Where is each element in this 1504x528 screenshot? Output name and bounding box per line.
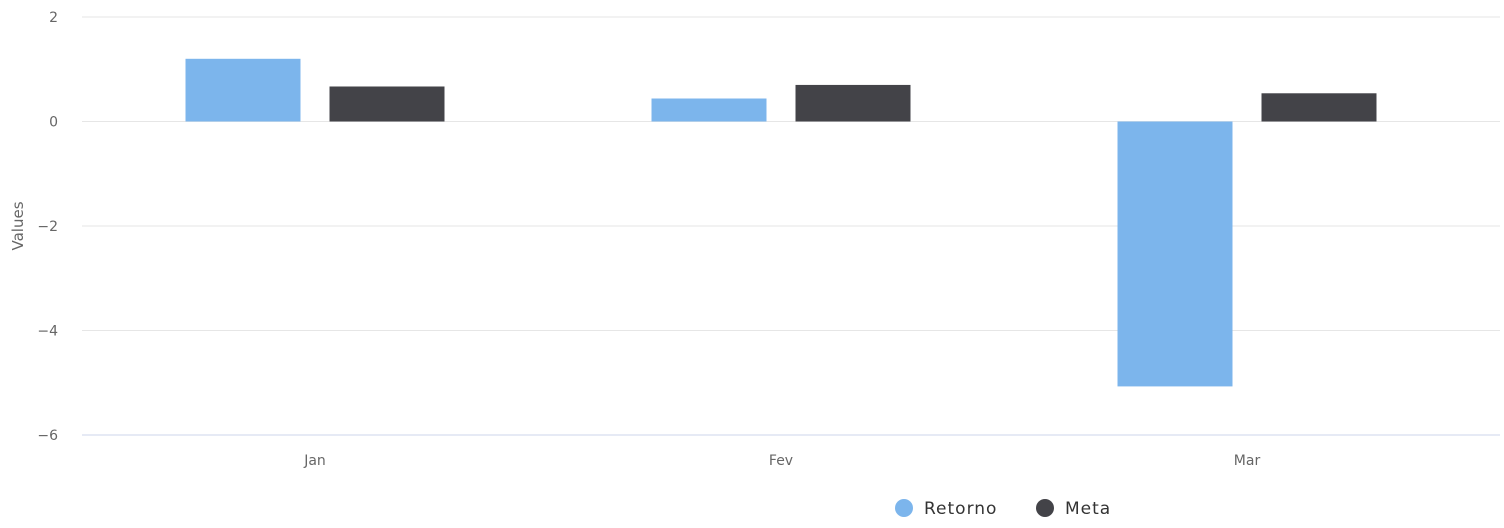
y-axis-title: Values <box>9 201 27 250</box>
bar-retorno-fev[interactable] <box>651 98 767 122</box>
legend-item-retorno[interactable]: Retorno <box>895 499 997 519</box>
bar-meta-fev[interactable] <box>795 84 911 122</box>
legend-marker <box>895 499 913 517</box>
x-tick-label: Fev <box>769 453 793 469</box>
bar-meta-jan[interactable] <box>329 86 445 122</box>
x-tick-label: Mar <box>1234 453 1261 469</box>
bar-meta-mar[interactable] <box>1261 93 1377 122</box>
bar-retorno-mar[interactable] <box>1117 121 1233 387</box>
bar-retorno-jan[interactable] <box>185 58 301 122</box>
x-tick-label: Jan <box>303 453 326 469</box>
legend-item-meta[interactable]: Meta <box>1036 499 1111 519</box>
y-tick-label: −6 <box>37 428 58 444</box>
y-tick-label: −4 <box>37 324 58 340</box>
y-axis: 2 0 −2 −4 −6 <box>37 10 58 444</box>
legend: Retorno Meta <box>895 499 1111 519</box>
y-tick-label: −2 <box>37 219 58 235</box>
legend-label: Retorno <box>924 499 997 519</box>
y-tick-label: 2 <box>49 10 58 26</box>
bars <box>185 58 1377 387</box>
y-tick-label: 0 <box>49 115 58 131</box>
x-axis: Jan Fev Mar <box>303 453 1260 469</box>
legend-marker <box>1036 499 1054 517</box>
legend-label: Meta <box>1065 499 1111 519</box>
